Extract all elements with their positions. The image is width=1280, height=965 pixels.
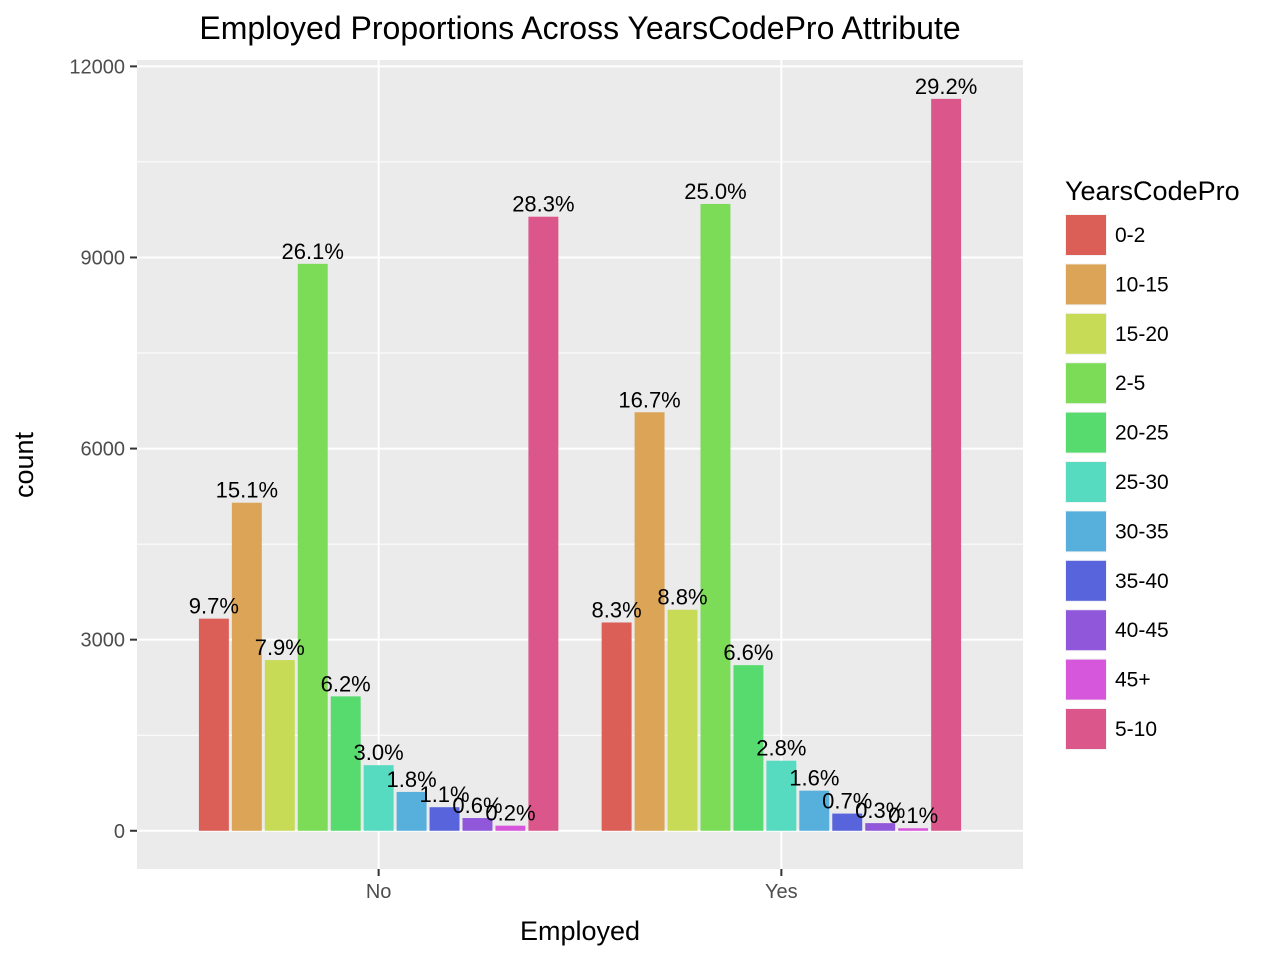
bar-data-label: 8.3% (592, 597, 642, 622)
bar (766, 760, 797, 831)
bar-data-label: 26.1% (282, 239, 344, 264)
y-axis-label: count (9, 431, 39, 498)
bar-data-label: 0.7% (822, 789, 872, 814)
y-tick-label: 3000 (81, 630, 126, 652)
bar (700, 203, 731, 831)
bar-data-label: 3.0% (354, 740, 404, 765)
bar (528, 216, 559, 831)
legend-swatch (1066, 215, 1106, 255)
bar (601, 622, 632, 831)
bar (865, 823, 896, 831)
bar (495, 825, 526, 831)
legend-swatch (1066, 659, 1106, 700)
labels-layer: 9.7%15.1%7.9%26.1%6.2%3.0%1.8%1.1%0.6%0.… (189, 74, 978, 828)
legend-label: 45+ (1115, 669, 1151, 692)
x-axis-label: Employed (520, 916, 640, 946)
legend-label: 30-35 (1115, 520, 1169, 543)
legend-label: 5-10 (1115, 718, 1157, 741)
legend-label: 40-45 (1115, 619, 1169, 642)
chart-title: Employed Proportions Across YearsCodePro… (199, 10, 960, 46)
bar-data-label: 2.8% (756, 736, 806, 761)
grid-layer (137, 60, 1023, 869)
y-tick-label: 0 (114, 821, 125, 843)
legend-label: 15-20 (1115, 323, 1169, 346)
bar-data-label: 15.1% (216, 478, 278, 503)
bar (198, 618, 229, 831)
x-tick-label: Yes (765, 881, 798, 903)
bar-data-label: 1.8% (387, 767, 437, 792)
bar (667, 609, 698, 831)
bar-data-label: 0.6% (452, 793, 502, 818)
bar-data-label: 8.8% (657, 585, 707, 610)
y-tick-label: 6000 (81, 439, 126, 461)
bar (634, 412, 665, 831)
y-tick-label: 9000 (81, 247, 126, 269)
legend-swatch (1066, 560, 1106, 601)
bar (462, 818, 493, 831)
legend-swatch (1066, 363, 1106, 404)
bar (832, 813, 863, 831)
bar-data-label: 0.1% (888, 803, 938, 828)
legend-swatch (1066, 610, 1106, 651)
bar (363, 765, 394, 831)
bar-data-label: 29.2% (915, 74, 977, 99)
legend-swatch (1066, 412, 1106, 453)
legend-label: 0-2 (1115, 224, 1145, 247)
bar (264, 660, 295, 831)
bar (330, 696, 361, 831)
legend: YearsCodePro 0-2 10-15 15-20 2-5 20-25 25-30 3… (1065, 176, 1240, 750)
legend-swatch (1066, 313, 1106, 354)
bar-data-label: 7.9% (255, 635, 305, 660)
legend-label: 35-40 (1115, 570, 1169, 593)
legend-swatch (1066, 462, 1106, 502)
bar (799, 790, 830, 831)
legend-swatch (1066, 264, 1106, 305)
bar-data-label: 1.6% (789, 766, 839, 791)
bar (429, 807, 460, 831)
y-tick-label: 12000 (69, 56, 125, 78)
bar (297, 263, 328, 831)
bar-data-label: 6.2% (321, 671, 371, 696)
legend-label: 25-30 (1115, 471, 1169, 494)
bar (231, 502, 262, 831)
bar (733, 665, 764, 831)
bar-data-label: 1.1% (419, 782, 469, 807)
bar-data-label: 0.2% (485, 801, 535, 826)
bar-data-label: 28.3% (512, 192, 574, 217)
bar-data-label: 9.7% (189, 594, 239, 619)
bar-data-label: 25.0% (684, 179, 746, 204)
x-tick-label: No (366, 881, 392, 903)
bar-data-label: 16.7% (618, 387, 680, 412)
bar (898, 828, 929, 831)
legend-title: YearsCodePro (1065, 176, 1240, 206)
bar-data-label: 6.6% (723, 640, 773, 665)
legend-label: 20-25 (1115, 422, 1169, 445)
legend-swatch (1066, 709, 1106, 749)
legend-swatch (1066, 511, 1106, 552)
legend-label: 10-15 (1115, 273, 1169, 296)
legend-items: 0-2 10-15 15-20 2-5 20-25 25-30 30-35 35-40 40-4… (1065, 214, 1169, 750)
legend-label: 2-5 (1115, 372, 1145, 395)
bar (396, 791, 427, 831)
bar (931, 98, 962, 831)
axis-layer: 0 3000 6000 9000 12000 No Yes (69, 56, 797, 903)
bars-layer (198, 98, 962, 831)
bar-data-label: 0.3% (855, 798, 905, 823)
